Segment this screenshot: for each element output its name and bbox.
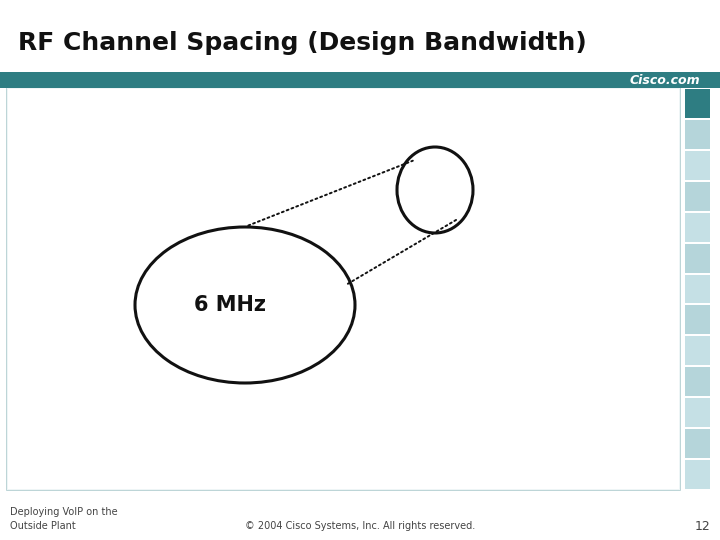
- Bar: [685, 120, 710, 149]
- Bar: [685, 429, 710, 458]
- Bar: [685, 398, 710, 427]
- Bar: [685, 336, 710, 365]
- Text: 12: 12: [694, 519, 710, 532]
- Bar: [0, 72, 720, 88]
- Text: RF Channel Spacing (Design Bandwidth): RF Channel Spacing (Design Bandwidth): [18, 31, 587, 55]
- Bar: [685, 213, 710, 241]
- Bar: [685, 244, 710, 273]
- Bar: [685, 460, 710, 489]
- Bar: [685, 89, 710, 118]
- Bar: [685, 151, 710, 180]
- Bar: [7, 88, 680, 490]
- Bar: [8, 89, 679, 489]
- Bar: [685, 367, 710, 396]
- Text: Cisco.com: Cisco.com: [629, 73, 700, 86]
- Text: 6 MHz: 6 MHz: [194, 295, 266, 315]
- Bar: [685, 182, 710, 211]
- Text: © 2004 Cisco Systems, Inc. All rights reserved.: © 2004 Cisco Systems, Inc. All rights re…: [245, 521, 475, 531]
- Bar: [685, 274, 710, 303]
- Bar: [7, 88, 680, 490]
- Text: Deploying VoIP on the: Deploying VoIP on the: [10, 507, 117, 517]
- Bar: [685, 306, 710, 334]
- Text: Outside Plant: Outside Plant: [10, 521, 76, 531]
